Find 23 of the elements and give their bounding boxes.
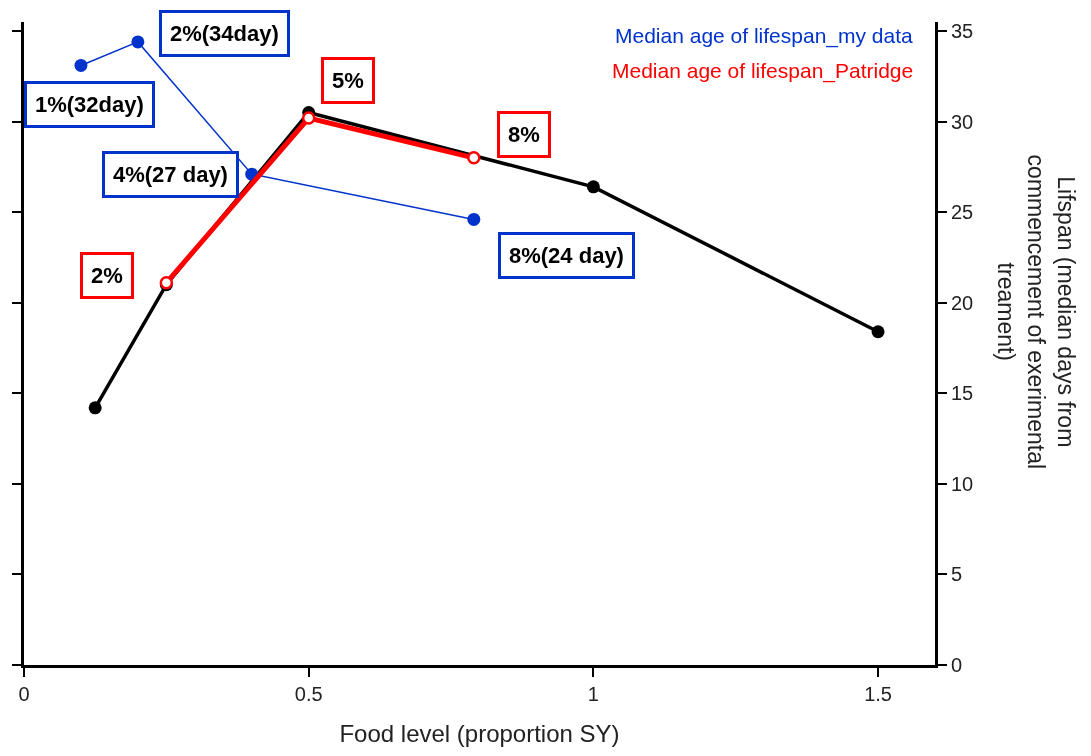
x-tick-label: 0.5 xyxy=(294,683,323,705)
annotation: 2%(34day) xyxy=(170,21,279,46)
y-tick-label: 10 xyxy=(951,472,974,495)
text: Median age of lifespan_Patridge xyxy=(612,59,914,83)
x-tick-label: 0 xyxy=(18,683,30,705)
annotation: 1%(32day) xyxy=(35,92,144,117)
y-tick-label: 25 xyxy=(951,201,974,224)
annotation: 5% xyxy=(332,68,364,93)
annotation: 8% xyxy=(508,122,540,147)
x-tick-label: 1.5 xyxy=(864,683,892,705)
y-tick-label: 35 xyxy=(951,20,974,43)
x-axis-title: Food level (proportion SY) xyxy=(339,720,620,748)
annotation: 4%(27 day) xyxy=(113,162,228,187)
annotation: 2% xyxy=(91,263,123,288)
y-tick-label: 30 xyxy=(951,110,974,133)
text: Median age of lifespan_my data xyxy=(615,24,914,48)
x-tick-label: 1 xyxy=(587,683,599,705)
y-axis-title: Lifspan (median days from commencement of exerimental treament) xyxy=(993,154,1080,470)
y-tick-label: 15 xyxy=(951,382,974,405)
y-tick-label: 5 xyxy=(951,563,963,586)
annotation: 8%(24 day) xyxy=(509,243,624,268)
y-tick-label: 20 xyxy=(951,291,974,314)
y-tick-label: 0 xyxy=(951,654,963,676)
